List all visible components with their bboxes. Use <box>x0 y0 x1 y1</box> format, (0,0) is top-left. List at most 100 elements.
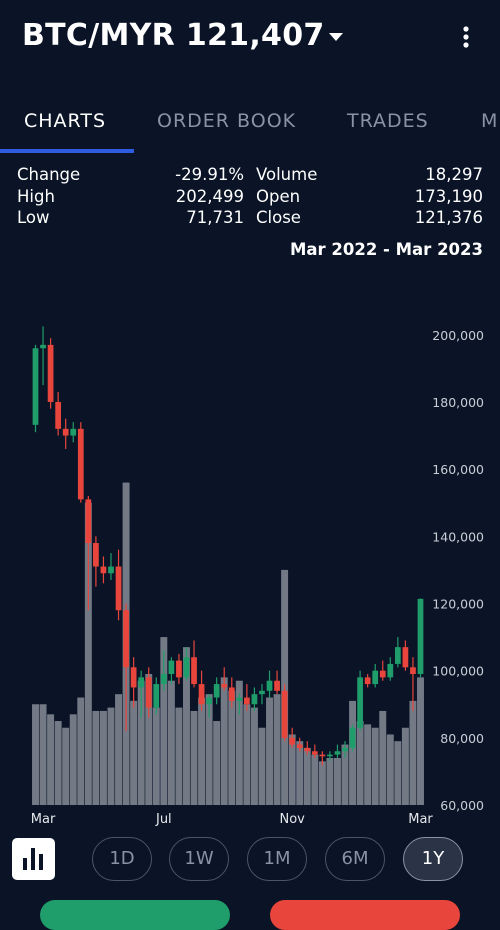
stat-label: Change <box>17 165 81 184</box>
candle-body <box>168 660 175 675</box>
tab[interactable]: CHARTS <box>24 110 107 132</box>
timeframe-button[interactable]: 1M <box>247 837 307 881</box>
candle-body <box>251 694 258 705</box>
candle-body <box>394 647 401 664</box>
volume-bar <box>99 710 107 805</box>
volume-bar <box>273 694 281 805</box>
candle-body <box>311 751 318 755</box>
volume-bar <box>296 741 304 805</box>
y-tick-label: 120,000 <box>432 596 484 611</box>
stat-value: 173,190 <box>414 186 483 206</box>
volume-bar <box>266 697 273 805</box>
stat-value: 18,297 <box>425 165 483 184</box>
volume-bar <box>311 754 319 805</box>
timeframe-button[interactable]: 1D <box>92 837 152 881</box>
stat-label: Close <box>256 208 301 227</box>
candle-body <box>221 684 228 688</box>
volume-bar <box>39 704 47 805</box>
candle-body <box>153 684 160 708</box>
volume-bar <box>303 747 311 805</box>
candle-body <box>259 690 265 695</box>
volume-bar <box>175 707 183 805</box>
volume-bar <box>198 697 206 805</box>
stat-value: 71,731 <box>186 208 244 227</box>
tab-bar: CHARTS ORDER BOOK TRADES M <box>0 104 500 154</box>
volume-bar <box>288 734 296 805</box>
buy-button[interactable] <box>40 900 230 930</box>
volume-bar <box>160 637 168 805</box>
volume-bar <box>130 700 138 805</box>
candle-body <box>100 566 107 574</box>
volume-bar <box>318 761 326 805</box>
candle-body <box>176 660 182 678</box>
tab[interactable]: TRADES <box>347 110 429 132</box>
candle-body <box>130 667 137 688</box>
candle-body <box>77 428 84 500</box>
volume-bar <box>190 710 198 805</box>
candle-body <box>47 344 54 402</box>
volume-bar <box>341 744 349 805</box>
tab-indicator <box>0 149 134 153</box>
candle-body <box>319 754 326 757</box>
candle-body <box>281 690 288 738</box>
volume-bar <box>47 714 55 805</box>
volume-bar <box>152 707 160 805</box>
candle-body <box>183 657 190 678</box>
x-tick-label: Jul <box>155 812 172 827</box>
volume-bar <box>183 647 190 805</box>
candle-body <box>213 684 220 698</box>
volume-bar <box>243 704 251 805</box>
menu-icon[interactable] <box>458 25 474 51</box>
stat-value: -29.91% <box>175 165 244 184</box>
volume-bar <box>213 721 221 805</box>
candle-body <box>55 401 62 429</box>
volume-bar <box>333 757 341 805</box>
volume-bar <box>205 694 213 805</box>
candle-body <box>62 428 69 436</box>
candle-body <box>379 670 386 678</box>
candle-body <box>364 677 371 685</box>
pair-title[interactable]: BTC/MYR 121,407 <box>22 18 325 53</box>
y-tick-label: 100,000 <box>432 664 484 679</box>
volume-bar <box>107 707 115 805</box>
date-range: Mar 2022 - Mar 2023 <box>289 240 483 259</box>
y-tick-label: 200,000 <box>432 328 484 343</box>
volume-bar <box>401 727 409 805</box>
candle-body <box>304 747 311 752</box>
candle-body <box>160 674 167 685</box>
volume-bar <box>356 721 364 805</box>
volume-bar <box>145 674 153 805</box>
candle-body <box>32 348 39 425</box>
tab[interactable]: M <box>481 110 499 132</box>
y-tick-label: 60,000 <box>440 798 484 813</box>
candle-body <box>115 566 122 611</box>
candle-body <box>236 697 243 701</box>
sell-button[interactable] <box>270 900 460 930</box>
candle-body <box>274 680 280 691</box>
dropdown-icon[interactable] <box>328 32 344 42</box>
timeframe-button[interactable]: 6M <box>325 837 385 881</box>
volume-bar <box>84 502 92 805</box>
chart-type-icon[interactable] <box>12 838 55 880</box>
candle-body <box>387 663 394 678</box>
candle-body <box>402 647 409 668</box>
tab[interactable]: ORDER BOOK <box>157 110 297 132</box>
candle-body <box>70 428 77 436</box>
timeframe-button[interactable]: 1W <box>169 837 229 881</box>
volume-bar <box>220 677 228 805</box>
stat-label: High <box>17 186 55 206</box>
timeframe-button[interactable]: 1Y <box>403 837 463 881</box>
candle-body <box>85 499 92 544</box>
volume-bar <box>235 680 243 805</box>
y-tick-label: 160,000 <box>432 462 484 477</box>
volume-bar <box>349 700 357 805</box>
candle-body <box>289 737 296 745</box>
x-tick-label: Mar <box>31 812 56 827</box>
volume-bar <box>364 724 372 805</box>
candle-body <box>334 751 341 755</box>
candle-body <box>191 657 197 685</box>
volume-bar <box>371 727 379 805</box>
volume-bar <box>137 680 145 805</box>
candle-body <box>410 667 416 675</box>
volume-bar <box>62 727 70 805</box>
